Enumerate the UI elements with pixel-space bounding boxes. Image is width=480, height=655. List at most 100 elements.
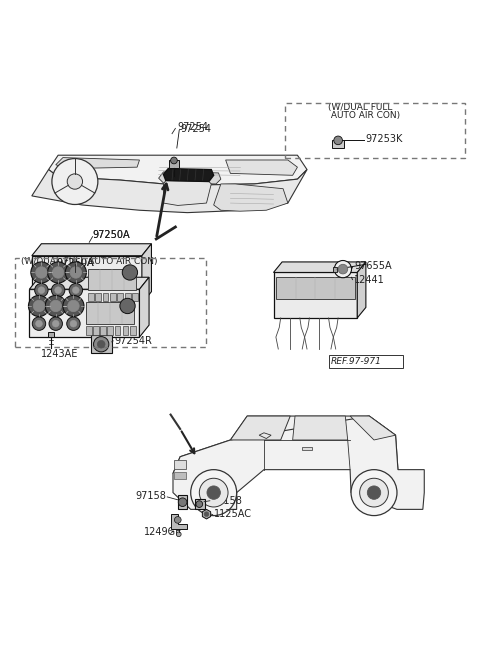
Bar bbox=[125, 293, 131, 301]
Bar bbox=[93, 326, 99, 335]
Circle shape bbox=[36, 267, 47, 278]
Circle shape bbox=[334, 136, 342, 145]
Bar bbox=[88, 293, 94, 301]
Circle shape bbox=[65, 262, 86, 283]
Circle shape bbox=[70, 320, 77, 327]
Bar bbox=[100, 326, 106, 335]
Bar bbox=[332, 140, 344, 148]
Circle shape bbox=[48, 262, 69, 283]
Circle shape bbox=[36, 320, 42, 327]
Circle shape bbox=[69, 284, 83, 297]
Polygon shape bbox=[163, 181, 211, 206]
Text: 97158: 97158 bbox=[211, 496, 242, 506]
Text: 1243AE: 1243AE bbox=[41, 349, 79, 359]
Circle shape bbox=[49, 317, 62, 330]
Circle shape bbox=[351, 470, 397, 515]
Circle shape bbox=[28, 295, 49, 316]
Text: (W/DUAL FULL AUTO AIR CON): (W/DUAL FULL AUTO AIR CON) bbox=[21, 257, 157, 266]
Circle shape bbox=[63, 295, 84, 316]
Circle shape bbox=[199, 478, 228, 507]
Polygon shape bbox=[32, 244, 152, 255]
Polygon shape bbox=[214, 184, 288, 211]
Circle shape bbox=[207, 486, 220, 499]
Bar bbox=[32, 255, 142, 303]
Text: AUTO AIR CON): AUTO AIR CON) bbox=[327, 111, 400, 120]
Bar bbox=[328, 355, 403, 368]
Bar bbox=[174, 472, 186, 479]
Circle shape bbox=[204, 512, 209, 517]
Text: 97254: 97254 bbox=[180, 124, 211, 134]
Polygon shape bbox=[29, 277, 149, 290]
Polygon shape bbox=[230, 416, 290, 440]
Text: 1125AC: 1125AC bbox=[214, 509, 252, 519]
Text: 97158: 97158 bbox=[135, 491, 166, 501]
Polygon shape bbox=[32, 170, 307, 213]
Bar bbox=[15, 258, 206, 346]
Text: (W/DUAL FULL: (W/DUAL FULL bbox=[327, 103, 392, 112]
Polygon shape bbox=[259, 433, 271, 439]
Polygon shape bbox=[140, 277, 149, 337]
Polygon shape bbox=[56, 158, 140, 168]
Circle shape bbox=[174, 517, 181, 523]
Circle shape bbox=[32, 317, 46, 330]
Text: 97250A: 97250A bbox=[93, 230, 130, 240]
Text: 97254: 97254 bbox=[178, 122, 209, 132]
Circle shape bbox=[170, 157, 177, 164]
Circle shape bbox=[360, 478, 388, 507]
Circle shape bbox=[55, 287, 61, 293]
Circle shape bbox=[67, 317, 80, 330]
Circle shape bbox=[70, 267, 82, 278]
Text: REF.97-971: REF.97-971 bbox=[331, 357, 382, 366]
Text: 97250A: 97250A bbox=[56, 258, 94, 268]
Circle shape bbox=[35, 284, 48, 297]
Polygon shape bbox=[173, 416, 424, 510]
Bar bbox=[103, 293, 108, 301]
Bar bbox=[286, 103, 465, 158]
Circle shape bbox=[68, 300, 79, 312]
Circle shape bbox=[191, 470, 237, 515]
Text: 97254R: 97254R bbox=[115, 336, 153, 346]
Bar bbox=[88, 269, 136, 290]
Bar bbox=[274, 272, 357, 318]
Circle shape bbox=[122, 265, 138, 280]
Text: 97655A: 97655A bbox=[354, 261, 392, 271]
Bar bbox=[91, 335, 112, 353]
Polygon shape bbox=[226, 160, 298, 176]
Polygon shape bbox=[142, 244, 152, 303]
Circle shape bbox=[51, 284, 65, 297]
Bar bbox=[86, 302, 134, 324]
Circle shape bbox=[50, 300, 61, 312]
Circle shape bbox=[97, 341, 105, 348]
Circle shape bbox=[45, 295, 66, 316]
Bar bbox=[108, 326, 113, 335]
Bar bbox=[96, 293, 101, 301]
Bar bbox=[86, 326, 92, 335]
Text: 12441: 12441 bbox=[354, 274, 384, 285]
Circle shape bbox=[52, 159, 98, 204]
Bar bbox=[174, 460, 186, 469]
Circle shape bbox=[94, 337, 109, 352]
Circle shape bbox=[334, 261, 351, 278]
Circle shape bbox=[67, 174, 83, 189]
Circle shape bbox=[120, 298, 135, 314]
Bar bbox=[178, 495, 187, 510]
Bar bbox=[302, 447, 312, 449]
Bar bbox=[169, 160, 179, 168]
Polygon shape bbox=[293, 416, 348, 440]
Polygon shape bbox=[350, 416, 396, 440]
Circle shape bbox=[178, 498, 187, 506]
Text: 97250A: 97250A bbox=[56, 258, 94, 268]
Circle shape bbox=[176, 532, 181, 536]
Bar bbox=[130, 326, 136, 335]
Text: 97253K: 97253K bbox=[366, 134, 403, 144]
Polygon shape bbox=[274, 262, 366, 272]
Circle shape bbox=[338, 265, 348, 274]
Circle shape bbox=[31, 262, 52, 283]
Bar bbox=[29, 290, 140, 337]
Polygon shape bbox=[203, 510, 211, 519]
Bar bbox=[48, 332, 54, 337]
Bar bbox=[333, 267, 337, 272]
Polygon shape bbox=[170, 514, 187, 529]
Circle shape bbox=[38, 287, 45, 293]
Polygon shape bbox=[357, 262, 366, 318]
